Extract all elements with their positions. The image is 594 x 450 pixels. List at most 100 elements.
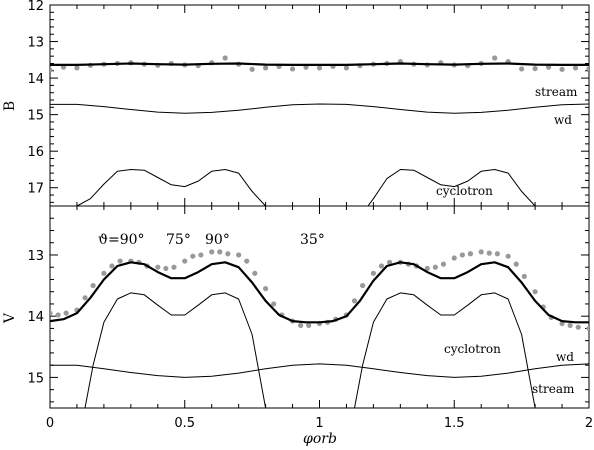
- angle-label-90b: 90°: [205, 232, 230, 248]
- observed-point: [575, 324, 581, 330]
- observed-point: [459, 252, 465, 258]
- observed-point: [572, 65, 579, 71]
- observed-point: [74, 65, 80, 71]
- y-tick-label: 16: [27, 145, 44, 160]
- model-total-line: [50, 62, 589, 66]
- observed-point: [306, 322, 312, 328]
- observed-point: [50, 67, 53, 73]
- observed-point: [182, 258, 188, 264]
- observed-point: [360, 282, 366, 289]
- x-tick-label: 0: [46, 416, 54, 431]
- observed-point: [90, 282, 96, 289]
- observed-point: [486, 250, 492, 256]
- y-tick-label: 14: [27, 72, 44, 87]
- observed-point: [492, 55, 498, 61]
- x-axis-title: φorb: [303, 431, 337, 447]
- model-total-line: [50, 261, 589, 324]
- top-panel: 12 13 14 15 16 17 B stream wd cyclotron: [2, 0, 590, 207]
- wd-line: [50, 363, 589, 378]
- observed-point: [440, 261, 447, 267]
- bottom-panel: 13 14 15 0 0.5 1 1.5 2 V cyclotron wd stream ϑ=…: [2, 205, 593, 447]
- observed-point: [82, 295, 88, 301]
- observed-point: [263, 286, 269, 292]
- observed-point: [586, 65, 589, 72]
- observed-point: [217, 249, 223, 255]
- observed-point: [451, 255, 457, 261]
- observed-point: [343, 65, 350, 71]
- x-tick-label: 1.5: [444, 416, 465, 431]
- cyclotron-line: [84, 292, 267, 408]
- observed-point: [532, 289, 538, 295]
- bottom-label-stream: stream: [532, 382, 575, 396]
- observed-point: [351, 298, 358, 304]
- top-panel-frame: [49, 4, 590, 207]
- y-tick-label: 15: [27, 109, 44, 124]
- observed-point: [298, 322, 304, 328]
- observed-point: [424, 265, 430, 272]
- observed-point: [225, 251, 231, 257]
- observed-point: [63, 310, 69, 316]
- angle-label-75: 75°: [166, 232, 191, 248]
- top-label-stream: stream: [535, 85, 578, 99]
- observed-point: [155, 264, 161, 270]
- top-panel-ticks: 12 13 14 15 16 17: [27, 0, 590, 206]
- observed-point: [370, 270, 376, 276]
- x-tick-label: 0.5: [174, 416, 195, 431]
- observed-point: [567, 322, 573, 328]
- x-tick-label: 2: [585, 416, 593, 431]
- observed-point: [586, 325, 589, 332]
- observed-point: [532, 65, 538, 72]
- observed-point: [50, 310, 53, 316]
- y-tick-label: 12: [27, 0, 44, 14]
- observed-point: [117, 258, 123, 264]
- observed-point: [521, 273, 527, 279]
- observed-point: [478, 249, 484, 255]
- observed-point: [505, 253, 511, 259]
- observed-point: [316, 65, 323, 71]
- y-tick-label: 13: [27, 249, 44, 264]
- observed-point: [101, 270, 107, 276]
- observed-point: [289, 66, 296, 72]
- observed-point: [198, 252, 204, 258]
- observed-point: [467, 251, 474, 257]
- cyclotron-line: [76, 169, 266, 206]
- observed-point: [252, 270, 258, 276]
- y-tick-label: 17: [27, 182, 44, 197]
- observed-point: [271, 301, 277, 307]
- bottom-panel-ticks: 13 14 15 0 0.5 1 1.5 2: [27, 205, 593, 431]
- y-tick-label: 14: [27, 310, 44, 325]
- cyclotron-line: [367, 169, 536, 206]
- observed-point: [386, 259, 393, 265]
- top-ylabel: B: [2, 101, 18, 111]
- observed-point: [513, 261, 519, 267]
- observed-point: [236, 252, 242, 258]
- observed-point: [559, 66, 565, 72]
- observed-point: [55, 312, 61, 318]
- observed-point: [519, 66, 525, 72]
- bottom-ylabel: V: [2, 312, 18, 324]
- bottom-panel-series: [50, 249, 589, 408]
- top-label-cyclotron: cyclotron: [436, 184, 493, 198]
- observed-point: [263, 65, 269, 71]
- angle-label-35: 35°: [300, 232, 325, 248]
- bottom-label-wd: wd: [556, 350, 574, 364]
- bottom-label-cyclotron: cyclotron: [444, 342, 501, 356]
- observed-point: [244, 258, 250, 264]
- observed-point: [249, 66, 255, 72]
- top-panel-series: [50, 55, 589, 206]
- observed-point: [432, 264, 438, 270]
- y-tick-label: 15: [27, 371, 44, 386]
- wd-line: [50, 103, 589, 114]
- cyclotron-line: [354, 292, 536, 408]
- observed-point: [163, 265, 169, 272]
- observed-point: [378, 263, 385, 269]
- observed-point: [209, 249, 215, 255]
- top-label-wd: wd: [554, 113, 572, 127]
- observed-point: [222, 55, 228, 61]
- observed-point: [109, 263, 115, 269]
- angle-label-90a: ϑ=90°: [98, 232, 145, 248]
- observed-point: [190, 253, 196, 259]
- y-tick-label: 13: [27, 36, 44, 51]
- observed-point: [494, 251, 500, 257]
